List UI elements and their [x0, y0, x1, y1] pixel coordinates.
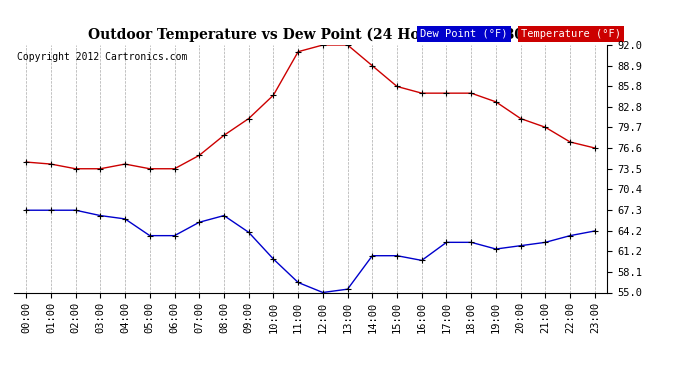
- Title: Outdoor Temperature vs Dew Point (24 Hours) 20120802: Outdoor Temperature vs Dew Point (24 Hou…: [88, 28, 533, 42]
- Text: Copyright 2012 Cartronics.com: Copyright 2012 Cartronics.com: [17, 53, 187, 62]
- Text: Dew Point (°F): Dew Point (°F): [420, 29, 508, 39]
- Text: Temperature (°F): Temperature (°F): [521, 29, 621, 39]
